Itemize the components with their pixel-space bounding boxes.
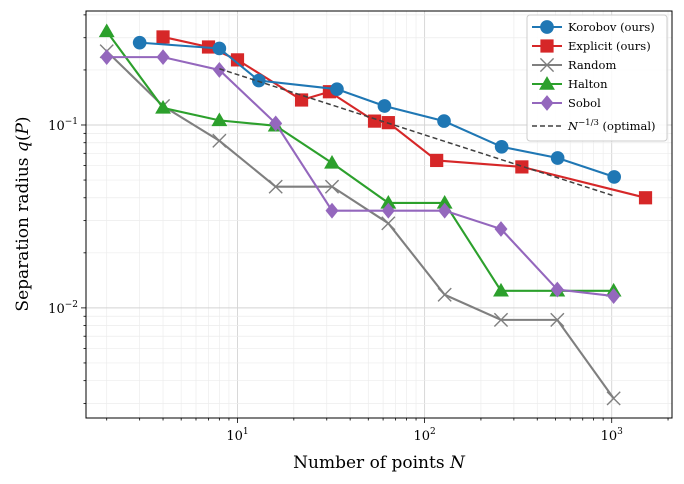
data-point xyxy=(437,114,451,128)
data-point xyxy=(156,49,170,66)
data-point xyxy=(324,155,340,169)
series-line xyxy=(105,50,615,400)
data-point xyxy=(436,194,453,209)
data-point xyxy=(132,35,147,50)
data-point xyxy=(100,49,114,66)
tick-layer: 101 102 103 10−2 10−1 xyxy=(48,14,669,444)
data-point xyxy=(493,312,509,327)
legend-entries: Korobov (ours) Explicit (ours) Random Ha… xyxy=(532,20,656,133)
series-5 xyxy=(219,68,614,197)
series-line xyxy=(219,68,614,197)
legend-label: Explicit (ours) xyxy=(568,39,651,53)
data-point xyxy=(607,170,622,184)
data-point xyxy=(550,281,564,298)
x-axis-label: Number of points N xyxy=(293,453,466,473)
data-point xyxy=(437,287,452,302)
series-line xyxy=(106,56,614,298)
legend-label: Random xyxy=(568,58,616,72)
data-point xyxy=(606,391,621,406)
x-tick-label: 102 xyxy=(413,427,435,444)
y-axis-label: Separation radius q(P) xyxy=(13,116,33,311)
data-point xyxy=(515,160,529,174)
series-line xyxy=(105,30,614,292)
data-point xyxy=(211,112,228,127)
data-point xyxy=(550,151,565,165)
data-point xyxy=(638,191,653,205)
legend-marker xyxy=(540,20,554,34)
legend-marker xyxy=(539,57,555,73)
series-layer xyxy=(98,23,653,406)
legend-marker xyxy=(540,39,554,53)
legend-label: Sobol xyxy=(568,96,601,110)
x-tick-label: 103 xyxy=(601,427,624,444)
series-4 xyxy=(100,49,621,305)
data-point xyxy=(325,202,339,219)
legend-marker xyxy=(540,95,554,111)
data-point xyxy=(212,41,227,56)
data-point xyxy=(381,202,395,219)
data-point xyxy=(380,194,397,209)
data-point xyxy=(438,202,452,219)
legend-label-exp: −1/3 xyxy=(578,118,599,128)
legend-label: N−1/3 (optimal) xyxy=(567,118,656,133)
data-point xyxy=(324,179,340,194)
plot-frame xyxy=(85,10,673,419)
data-point xyxy=(494,221,508,237)
data-point xyxy=(156,30,170,44)
data-point xyxy=(230,53,245,67)
data-point xyxy=(269,115,283,132)
y-tick-label: 10−2 xyxy=(48,300,78,317)
data-point xyxy=(212,62,226,78)
data-point xyxy=(494,139,509,154)
data-point xyxy=(367,114,382,128)
data-point xyxy=(493,282,509,297)
y-tick-label: 10−1 xyxy=(48,117,78,134)
data-point xyxy=(212,133,227,148)
data-point xyxy=(98,23,115,38)
legend-label: Korobov (ours) xyxy=(568,20,655,34)
legend-marker xyxy=(539,76,555,90)
legend-label-tail: (optimal) xyxy=(599,119,656,133)
data-point xyxy=(381,216,396,231)
data-point xyxy=(430,153,444,168)
data-point xyxy=(377,99,392,113)
data-point xyxy=(268,179,283,194)
x-tick-label: 101 xyxy=(226,427,248,444)
data-point xyxy=(607,288,621,305)
data-point xyxy=(550,312,565,327)
data-point xyxy=(330,82,344,96)
data-point xyxy=(155,99,171,114)
legend: Korobov (ours) Explicit (ours) Random Ha… xyxy=(526,14,668,142)
data-point xyxy=(251,73,266,88)
legend-label-main: N xyxy=(567,119,579,133)
series-0 xyxy=(132,35,622,184)
data-point xyxy=(294,93,309,107)
legend-label: Halton xyxy=(568,77,608,91)
